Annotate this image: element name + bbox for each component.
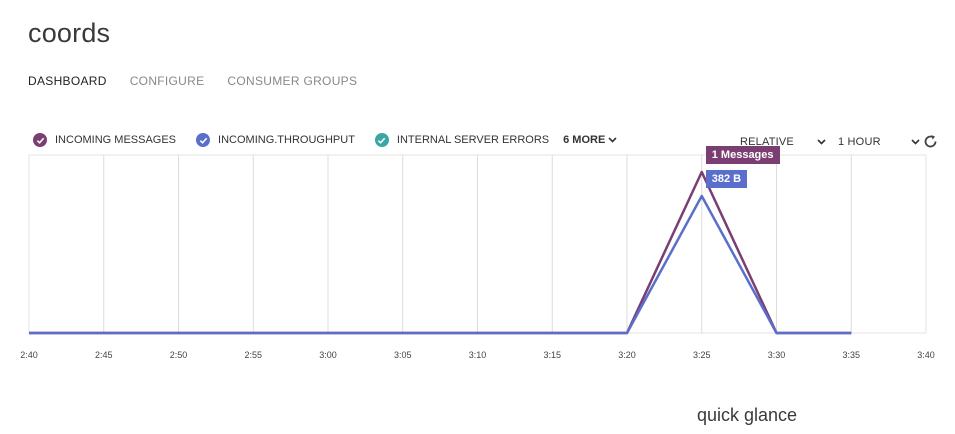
tab-configure[interactable]: CONFIGURE xyxy=(129,74,205,88)
check-icon xyxy=(196,133,211,147)
chevron-down-icon xyxy=(608,137,617,143)
legend-item-incoming-throughput[interactable]: INCOMING.THROUGHPUT xyxy=(196,133,355,147)
more-label: 6 MORE xyxy=(563,134,606,146)
legend-item-internal-server-errors[interactable]: INTERNAL SERVER ERRORS xyxy=(374,133,550,147)
tooltip-incoming-messages: 1 Messages xyxy=(705,146,780,164)
legend-label: INCOMING MESSAGES xyxy=(55,134,177,146)
x-tick-label: 2:50 xyxy=(170,350,188,360)
quick-glance-heading: quick glance xyxy=(697,405,798,425)
chart-legend: INCOMING MESSAGES INCOMING.THROUGHPUT IN… xyxy=(33,133,617,147)
page-title: coords xyxy=(28,18,111,48)
x-tick-label: 3:40 xyxy=(917,350,935,360)
x-tick-label: 3:25 xyxy=(693,350,711,360)
chart-controls: RELATIVE 1 HOUR xyxy=(740,133,939,150)
legend-label: INCOMING.THROUGHPUT xyxy=(218,134,355,146)
x-axis-ticks: 2:40 2:45 2:50 2:55 3:00 3:05 3:10 3:15 3:20 3:25… xyxy=(20,350,935,360)
series-line xyxy=(29,170,852,335)
range-select[interactable]: 1 HOUR xyxy=(838,136,920,148)
chevron-down-icon xyxy=(911,138,920,145)
x-tick-label: 2:40 xyxy=(20,350,38,360)
tab-dashboard[interactable]: DASHBOARD xyxy=(28,74,107,88)
mode-label: RELATIVE xyxy=(740,135,794,148)
x-tick-label: 3:10 xyxy=(469,350,487,360)
x-tick-label: 3:30 xyxy=(768,350,786,360)
check-icon xyxy=(33,133,47,147)
series-line xyxy=(29,194,852,335)
chevron-down-icon xyxy=(817,138,826,145)
tab-bar: DASHBOARD CONFIGURE CONSUMER GROUPS xyxy=(28,74,357,88)
x-tick-label: 3:05 xyxy=(394,350,412,360)
x-tick-label: 2:55 xyxy=(244,350,262,360)
check-icon xyxy=(374,133,389,147)
x-tick-label: 2:45 xyxy=(95,350,113,360)
more-metrics-button[interactable]: 6 MORE xyxy=(563,134,617,146)
chart-series xyxy=(29,170,852,335)
tooltip-incoming-throughput: 382 B xyxy=(705,170,748,188)
chart-grid xyxy=(28,154,927,334)
refresh-icon[interactable] xyxy=(922,133,939,150)
x-tick-label: 3:15 xyxy=(543,350,561,360)
x-tick-label: 3:35 xyxy=(842,350,860,360)
legend-item-incoming-messages[interactable]: INCOMING MESSAGES xyxy=(33,133,176,147)
mode-select[interactable]: RELATIVE xyxy=(740,136,826,148)
legend-label: INTERNAL SERVER ERRORS xyxy=(396,134,550,146)
x-tick-label: 3:00 xyxy=(319,350,337,360)
x-tick-label: 3:20 xyxy=(618,350,636,360)
tab-consumer-groups[interactable]: CONSUMER GROUPS xyxy=(227,74,358,88)
range-label: 1 HOUR xyxy=(837,135,881,148)
